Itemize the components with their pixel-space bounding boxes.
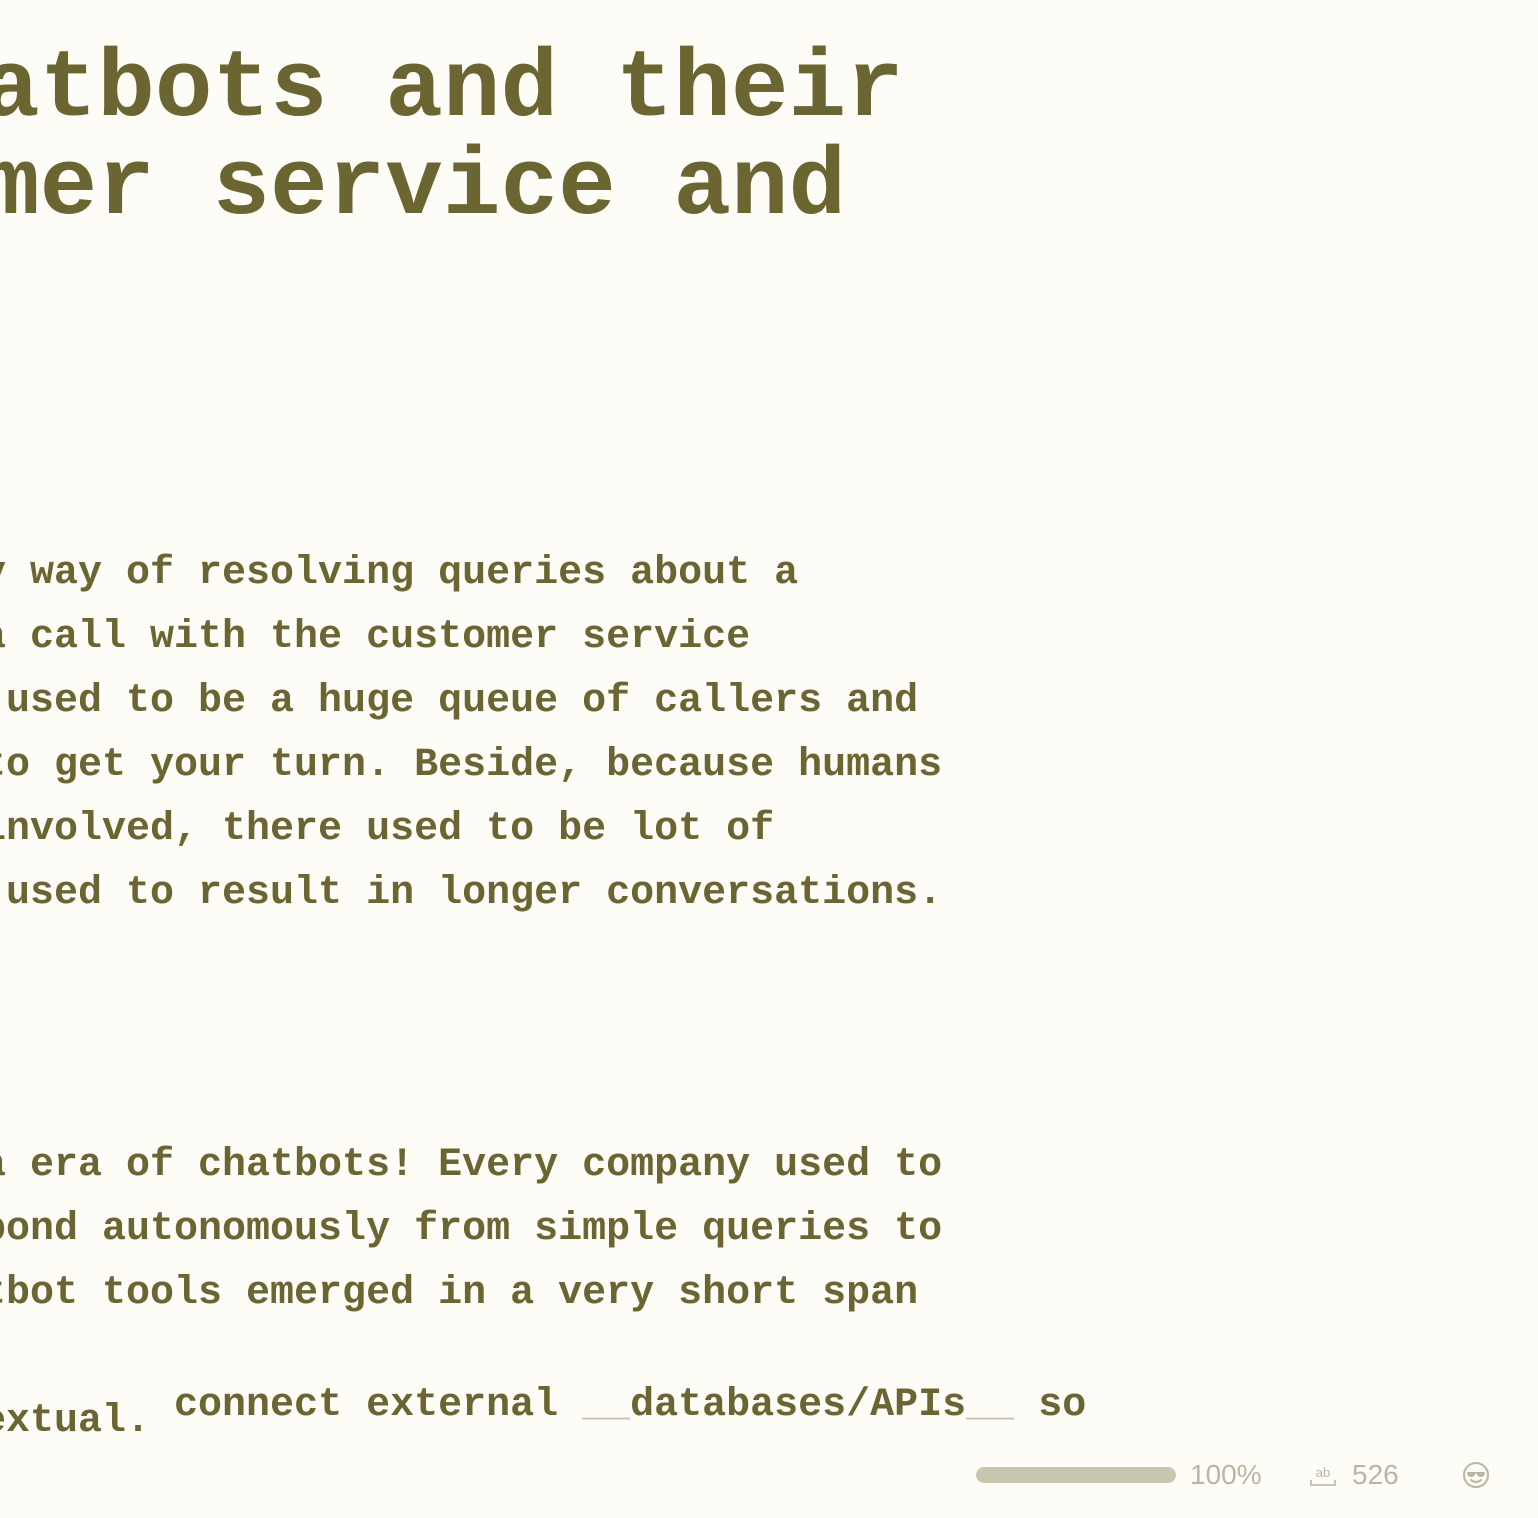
sunglasses-face-icon[interactable] — [1462, 1461, 1490, 1489]
document-title-line-1: atbots and their — [0, 35, 904, 144]
paragraph-line: connect external __databases/APIs__ so — [0, 1334, 1086, 1478]
paragraph-line: a call with the customer service — [0, 615, 751, 660]
bold-marker-close: __ — [966, 1383, 1015, 1428]
bold-marker-open: __ — [582, 1383, 631, 1428]
reading-progress-bar — [976, 1467, 1176, 1483]
bold-text: databases/APIs — [630, 1383, 967, 1428]
paragraph-line: used to be a huge queue of callers and — [0, 679, 919, 724]
paragraph-line: tbot tools emerged in a very short span — [0, 1271, 919, 1316]
line-text: connect external — [126, 1383, 583, 1428]
line-text: so — [1014, 1383, 1087, 1428]
word-count-icon[interactable]: ab — [1308, 1460, 1338, 1490]
reading-progress-fill — [976, 1467, 1176, 1483]
document-title-line-2: mer service and — [0, 133, 847, 242]
paragraph-line: a era of chatbots! Every company used to — [0, 1143, 943, 1188]
status-bar: 100% ab 526 — [976, 1456, 1490, 1494]
paragraph-line: pond autonomously from simple queries to — [0, 1207, 943, 1252]
paragraph-line: y way of resolving queries about a — [0, 551, 799, 596]
svg-text:ab: ab — [1316, 1465, 1330, 1480]
progress-percentage: 100% — [1190, 1459, 1262, 1490]
paragraph-line: involved, there used to be lot of — [0, 807, 775, 852]
paragraph-line: used to result in longer conversations. — [0, 871, 943, 916]
word-count-value[interactable]: 526 — [1352, 1459, 1399, 1490]
paragraph-line: extual. — [0, 1399, 151, 1444]
paragraph-line: to get your turn. Beside, because humans — [0, 743, 943, 788]
